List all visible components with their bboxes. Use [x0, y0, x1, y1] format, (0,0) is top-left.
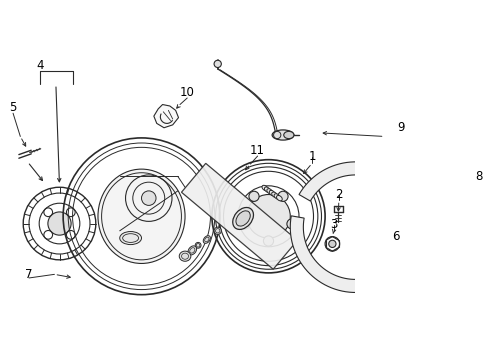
Text: 10: 10 [180, 86, 194, 99]
Ellipse shape [274, 194, 279, 199]
Circle shape [246, 194, 290, 238]
Polygon shape [154, 104, 178, 128]
Text: 7: 7 [25, 268, 33, 281]
Ellipse shape [272, 130, 293, 140]
Ellipse shape [195, 242, 201, 248]
Ellipse shape [266, 189, 272, 194]
Circle shape [240, 219, 249, 229]
Ellipse shape [283, 131, 293, 139]
Text: 3: 3 [329, 219, 337, 231]
Circle shape [263, 236, 273, 246]
Polygon shape [290, 216, 411, 292]
Ellipse shape [271, 192, 277, 197]
Ellipse shape [269, 190, 274, 196]
Ellipse shape [464, 206, 475, 213]
Ellipse shape [120, 231, 141, 244]
Ellipse shape [466, 207, 473, 211]
Polygon shape [181, 163, 297, 269]
Circle shape [141, 191, 156, 206]
Text: 4: 4 [36, 59, 43, 72]
Circle shape [48, 212, 71, 235]
Text: 2: 2 [334, 188, 342, 201]
Ellipse shape [276, 195, 282, 201]
Ellipse shape [214, 227, 221, 234]
Ellipse shape [203, 236, 210, 243]
Text: 6: 6 [391, 230, 398, 243]
Ellipse shape [236, 211, 250, 226]
Circle shape [286, 219, 296, 229]
Ellipse shape [262, 185, 267, 191]
Ellipse shape [188, 246, 196, 255]
Circle shape [328, 240, 335, 247]
Ellipse shape [179, 251, 190, 261]
Text: 5: 5 [9, 101, 17, 114]
Circle shape [214, 60, 221, 68]
Ellipse shape [98, 169, 184, 264]
Text: 8: 8 [474, 170, 482, 183]
Ellipse shape [232, 207, 253, 229]
Text: 9: 9 [397, 121, 404, 134]
Ellipse shape [264, 187, 269, 192]
Polygon shape [299, 162, 420, 239]
Text: 11: 11 [249, 144, 264, 157]
Text: 1: 1 [307, 150, 315, 163]
Circle shape [277, 191, 287, 201]
Circle shape [248, 191, 259, 201]
